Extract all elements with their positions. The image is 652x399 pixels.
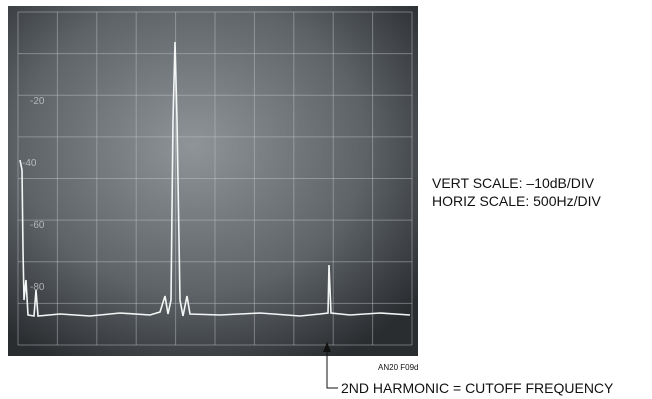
figure-id: AN20 F09d xyxy=(378,363,418,372)
spectrum-trace xyxy=(19,41,411,317)
horiz-scale: HORIZ SCALE: 500Hz/DIV xyxy=(432,193,601,209)
screen-label: -20 xyxy=(30,96,45,107)
screen-grid xyxy=(17,11,413,346)
screen-label: -80 xyxy=(30,282,45,293)
arrow-line xyxy=(326,350,338,389)
arrow-head xyxy=(323,342,331,352)
screen-photo xyxy=(8,6,418,356)
vert-scale: VERT SCALE: –10dB/DIV xyxy=(432,175,595,191)
arrow-label: 2ND HARMONIC = CUTOFF FREQUENCY xyxy=(341,380,614,396)
screen-label: -40 xyxy=(22,158,37,169)
screen-label: -60 xyxy=(30,220,45,231)
